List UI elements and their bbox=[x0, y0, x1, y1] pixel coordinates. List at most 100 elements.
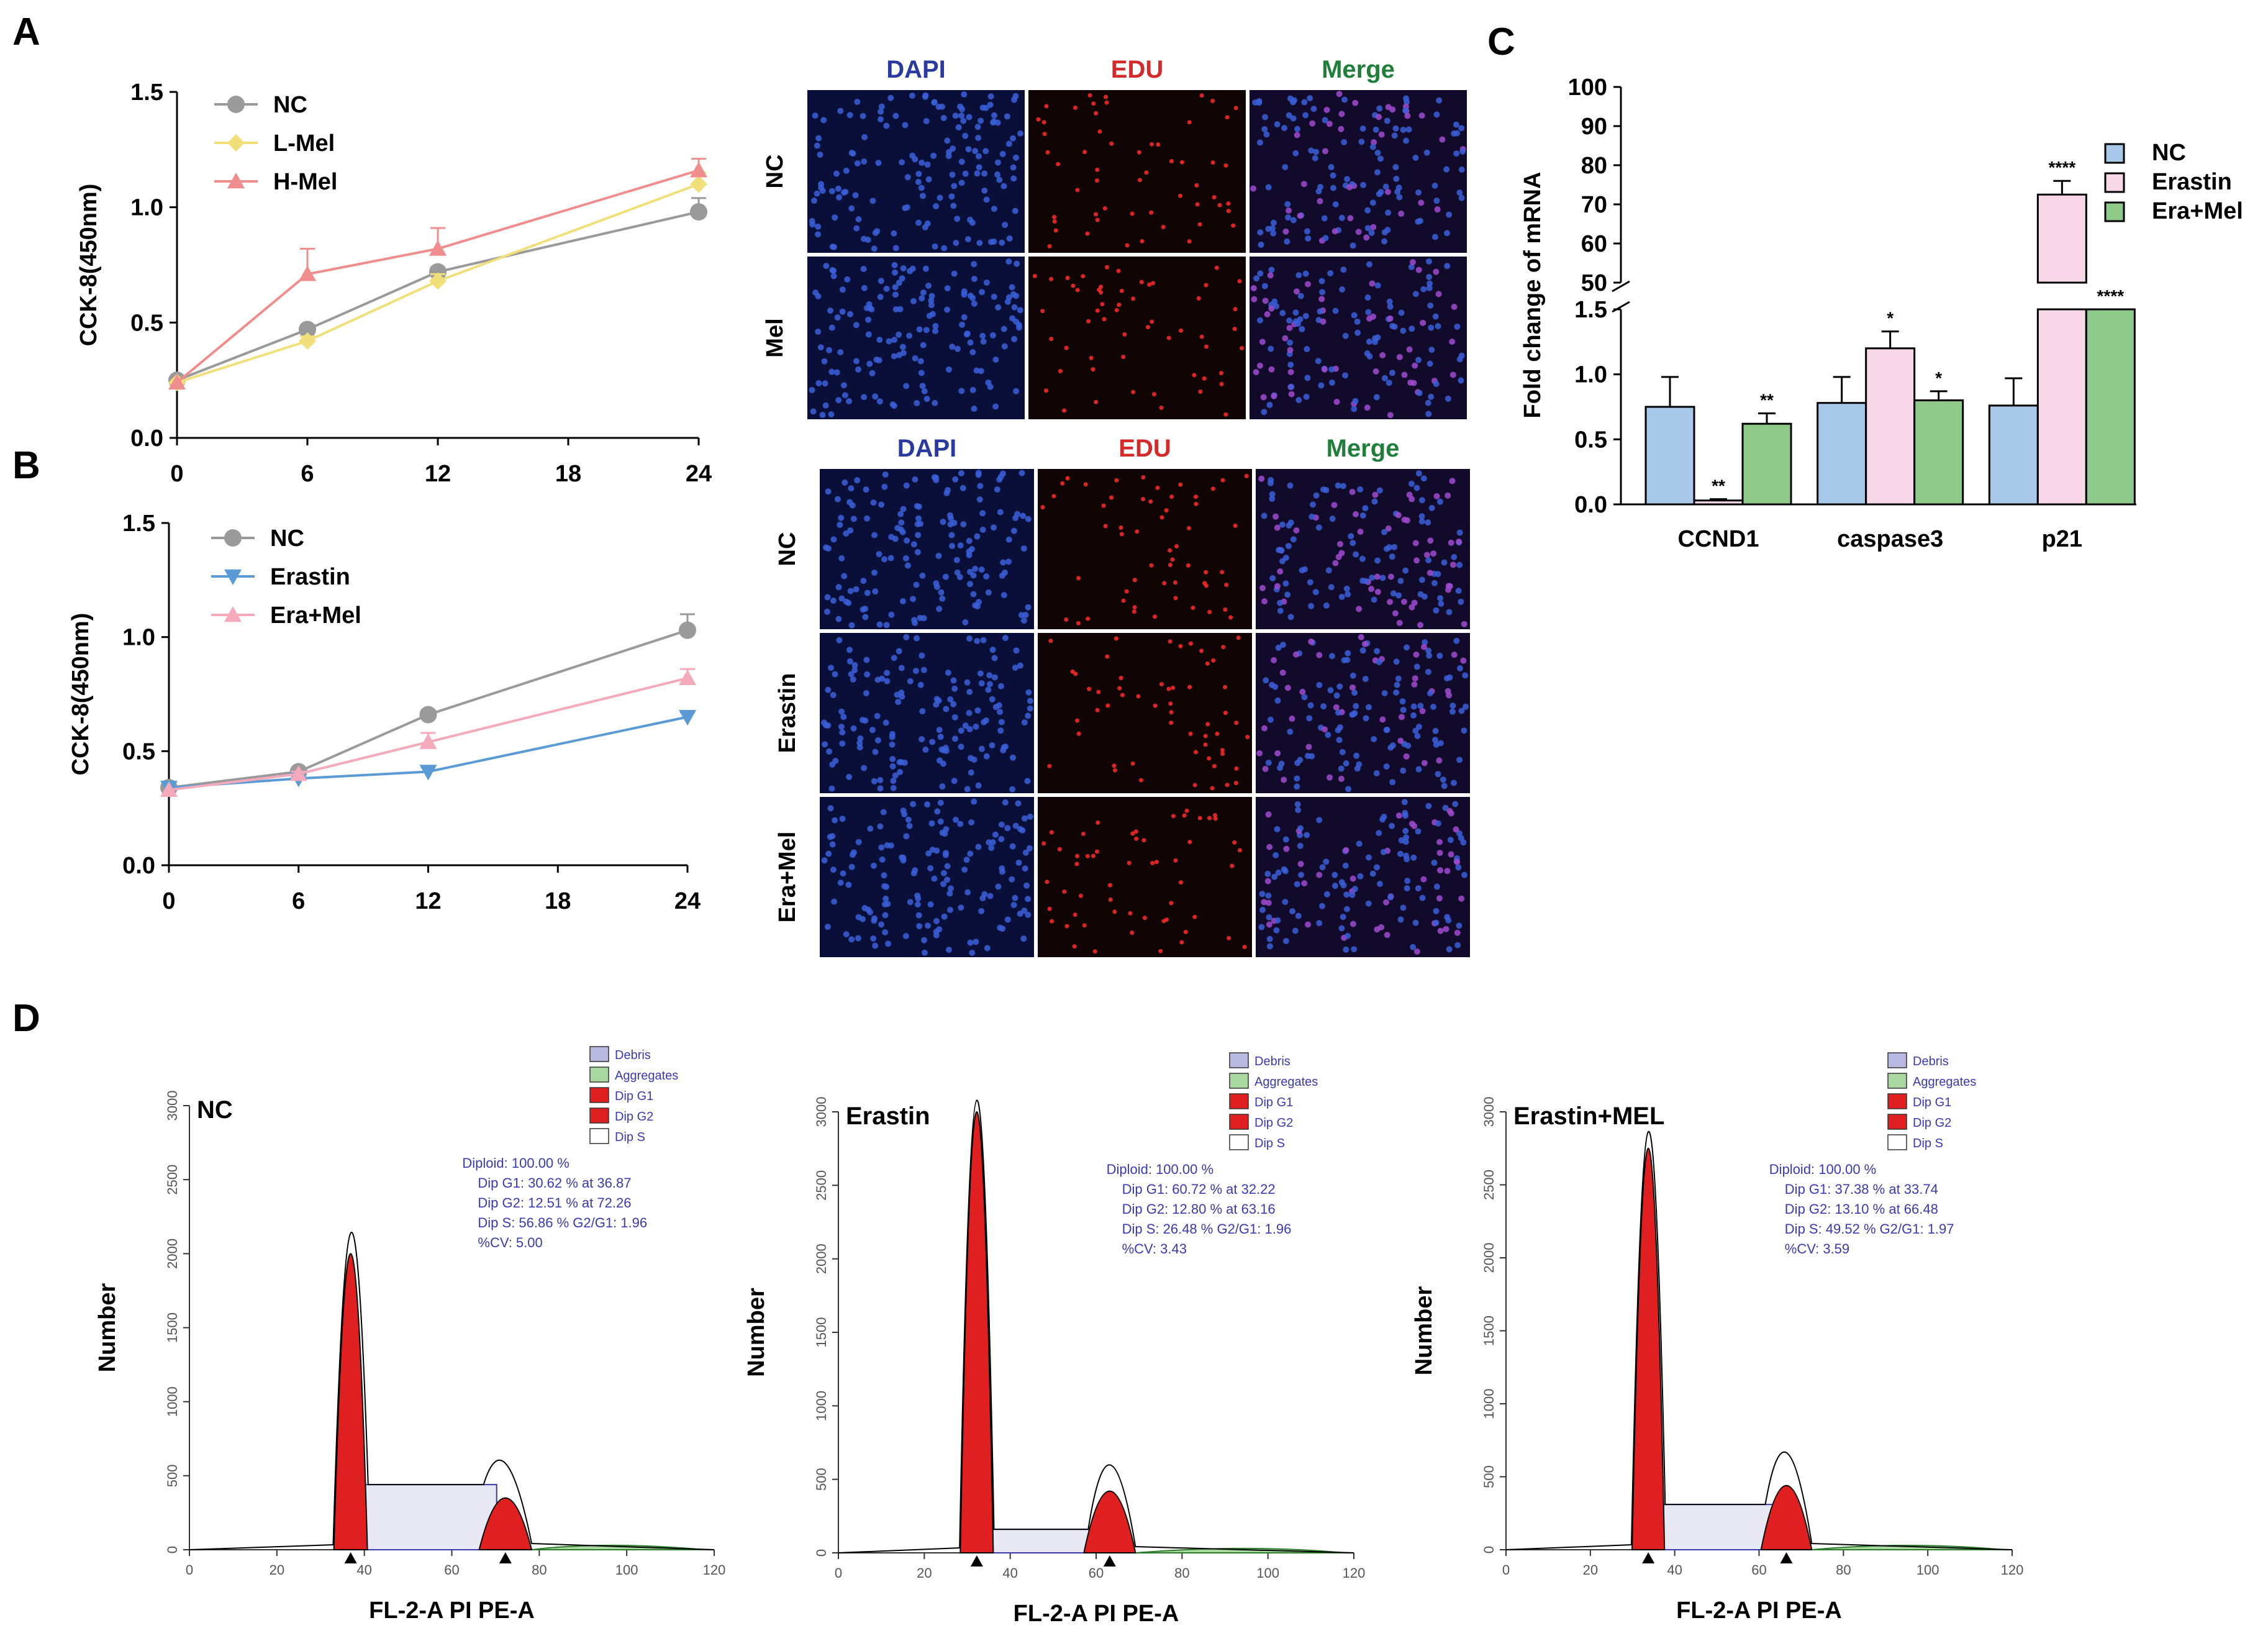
cell-nucleus bbox=[1213, 816, 1218, 821]
cell-nucleus bbox=[948, 543, 955, 550]
cell-nucleus bbox=[1294, 783, 1300, 790]
micrograph-Merge-Erastin bbox=[1256, 633, 1470, 793]
cell-nucleus bbox=[966, 537, 973, 544]
cell-nucleus bbox=[1187, 840, 1192, 845]
cell-nucleus bbox=[1387, 412, 1394, 419]
cell-nucleus bbox=[1089, 355, 1094, 360]
cell-nucleus bbox=[977, 483, 984, 489]
cell-nucleus bbox=[957, 542, 964, 549]
cell-nucleus bbox=[1428, 324, 1435, 331]
cell-nucleus bbox=[1095, 820, 1100, 825]
series-line-NC bbox=[176, 211, 699, 382]
cell-nucleus bbox=[954, 569, 961, 576]
cell-nucleus bbox=[1343, 760, 1349, 767]
cell-nucleus bbox=[1087, 686, 1092, 691]
cell-nucleus bbox=[1085, 231, 1090, 236]
column-header: DAPI bbox=[886, 56, 946, 83]
cell-nucleus bbox=[1277, 568, 1284, 575]
cell-nucleus bbox=[986, 681, 993, 688]
cell-nucleus bbox=[966, 114, 973, 121]
cell-nucleus bbox=[898, 519, 905, 526]
cell-nucleus bbox=[848, 485, 855, 492]
cell-nucleus bbox=[824, 594, 831, 601]
cell-nucleus bbox=[953, 816, 959, 823]
cell-nucleus bbox=[1219, 381, 1224, 386]
cell-nucleus bbox=[882, 719, 889, 726]
cell-nucleus bbox=[912, 620, 919, 627]
cell-nucleus bbox=[919, 736, 925, 743]
cell-nucleus bbox=[841, 479, 848, 486]
x-tick-label: 24 bbox=[674, 888, 701, 914]
cell-nucleus bbox=[1336, 737, 1343, 744]
cell-nucleus bbox=[1384, 932, 1390, 939]
x-axis-label: FL-2-A PI PE-A bbox=[369, 1598, 535, 1624]
cell-nucleus bbox=[936, 727, 943, 734]
cell-nucleus bbox=[937, 799, 944, 806]
data-point-NC bbox=[690, 203, 707, 221]
cell-nucleus bbox=[1331, 228, 1338, 235]
legend-label: Dip S bbox=[1254, 1137, 1285, 1150]
legend-marker bbox=[224, 529, 242, 547]
cell-nucleus bbox=[896, 648, 902, 655]
cell-nucleus bbox=[1074, 853, 1079, 858]
cell-nucleus bbox=[1193, 750, 1198, 755]
cell-nucleus bbox=[1230, 863, 1235, 868]
cell-nucleus bbox=[945, 153, 952, 160]
cell-nucleus bbox=[1174, 544, 1179, 549]
cell-nucleus bbox=[1010, 135, 1017, 142]
cell-nucleus bbox=[1321, 366, 1328, 373]
cell-nucleus bbox=[1341, 139, 1348, 145]
cell-nucleus bbox=[974, 637, 981, 644]
cell-nucleus bbox=[1259, 906, 1266, 913]
series-line-Era+Mel bbox=[168, 676, 688, 791]
cell-nucleus bbox=[1287, 339, 1294, 346]
cell-nucleus bbox=[889, 741, 896, 748]
cell-nucleus bbox=[827, 307, 833, 314]
cell-nucleus bbox=[945, 366, 952, 373]
cell-nucleus bbox=[1331, 871, 1338, 878]
cell-nucleus bbox=[843, 167, 850, 174]
legend-label: NC bbox=[2152, 140, 2186, 166]
cell-nucleus bbox=[891, 337, 898, 343]
cell-nucleus bbox=[1210, 98, 1215, 103]
cell-nucleus bbox=[837, 880, 844, 886]
cell-nucleus bbox=[839, 816, 846, 822]
cell-nucleus bbox=[1122, 332, 1127, 337]
cell-nucleus bbox=[881, 556, 887, 563]
cell-nucleus bbox=[1313, 148, 1320, 155]
y-tick-label: 1.5 bbox=[1574, 297, 1607, 323]
legend-label: Dip G1 bbox=[615, 1089, 653, 1103]
cell-nucleus bbox=[1285, 214, 1292, 221]
cell-nucleus bbox=[1420, 876, 1427, 883]
cell-nucleus bbox=[1151, 281, 1156, 286]
cell-nucleus bbox=[1318, 278, 1325, 284]
histogram-envelope bbox=[189, 1232, 715, 1550]
cell-nucleus bbox=[1168, 701, 1173, 706]
cell-nucleus bbox=[1419, 707, 1426, 714]
cell-nucleus bbox=[1203, 734, 1208, 739]
cell-nucleus bbox=[848, 671, 855, 678]
cell-nucleus bbox=[1204, 344, 1209, 349]
cell-nucleus bbox=[1005, 294, 1012, 301]
cell-nucleus bbox=[876, 337, 883, 343]
g2-marker-icon bbox=[1103, 1555, 1116, 1567]
cell-nucleus bbox=[1405, 742, 1412, 749]
data-point-H-Mel bbox=[429, 240, 447, 256]
micrograph-EDU-NC bbox=[1038, 469, 1252, 629]
row-label: NC bbox=[774, 532, 801, 566]
cell-nucleus bbox=[922, 93, 928, 100]
cell-nucleus bbox=[903, 482, 910, 489]
cell-nucleus bbox=[958, 112, 965, 119]
cell-nucleus bbox=[855, 366, 861, 373]
cell-nucleus bbox=[890, 778, 897, 784]
cell-nucleus bbox=[915, 170, 922, 177]
y-tick-label: 1000 bbox=[814, 1391, 829, 1421]
cell-nucleus bbox=[1065, 476, 1070, 481]
cell-nucleus bbox=[1002, 635, 1009, 642]
cell-nucleus bbox=[1265, 759, 1272, 766]
legend-label: Dip G2 bbox=[1913, 1116, 1951, 1130]
cell-nucleus bbox=[1360, 181, 1367, 188]
cell-nucleus bbox=[1049, 276, 1054, 281]
cell-nucleus bbox=[1461, 621, 1467, 627]
